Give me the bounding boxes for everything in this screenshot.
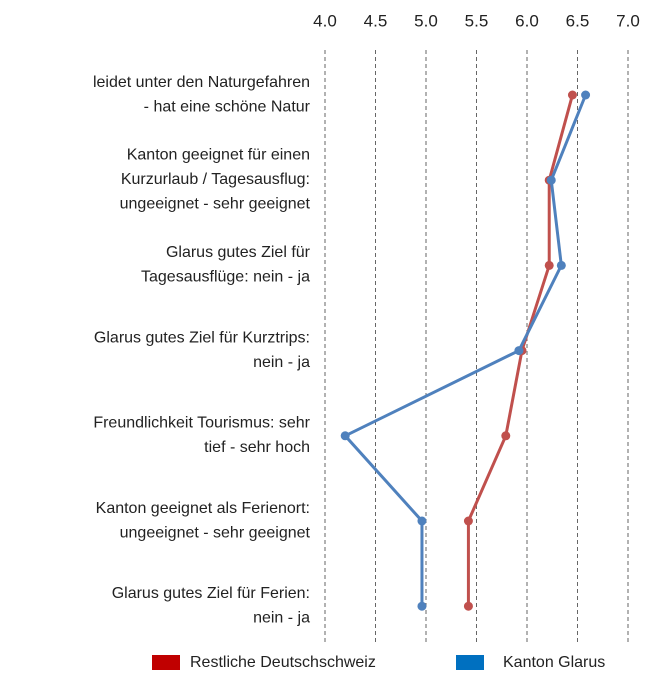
category-line: Glarus gutes Ziel für Kurztrips: — [94, 330, 310, 347]
x-tick-label: 6.5 — [566, 11, 590, 30]
category-line: nein - ja — [253, 354, 310, 371]
category-label: Glarus gutes Ziel für Kurztrips: nein - j… — [94, 330, 310, 372]
category-label: Glarus gutes Ziel für Ferien: nein - ja — [112, 585, 310, 627]
category-line: tief - sehr hoch — [204, 439, 310, 456]
category-line: Glarus gutes Ziel für — [166, 244, 311, 261]
point — [581, 90, 591, 100]
category-label: Glarus gutes Ziel für Tagesausflüge: nein… — [141, 244, 311, 286]
category-line: ungeeignet - sehr geeignet — [120, 524, 311, 541]
point — [544, 260, 554, 270]
category-label: Freundlichkeit Tourismus: sehr tief - seh… — [93, 415, 310, 457]
point — [340, 431, 350, 441]
legend-label: Kanton Glarus — [503, 654, 605, 671]
point — [556, 260, 566, 270]
category-line: - hat eine schöne Natur — [144, 98, 311, 115]
point — [546, 175, 556, 185]
x-tick-label: 4.5 — [364, 11, 388, 30]
point — [417, 516, 427, 526]
point — [501, 431, 511, 441]
legend-swatch — [456, 655, 484, 670]
point — [567, 90, 577, 100]
category-line: Kurzurlaub / Tagesausflug: — [121, 171, 310, 188]
legend-swatch — [152, 655, 180, 670]
category-line: Freundlichkeit Tourismus: sehr — [93, 415, 310, 432]
x-tick-label: 4.0 — [313, 11, 337, 30]
x-tick-label: 7.0 — [616, 11, 640, 30]
category-line: Kanton geeignet für einen — [127, 147, 310, 164]
category-label: Kanton geeignet für einen Kurzurlaub / Ta… — [120, 147, 311, 213]
x-tick-label: 5.5 — [465, 11, 489, 30]
point — [514, 346, 524, 356]
point — [463, 601, 473, 611]
point — [463, 516, 473, 526]
legend-label: Restliche Deutschschweiz — [190, 654, 376, 671]
category-label: leidet unter den Naturgefahren - hat eine… — [93, 74, 311, 116]
x-tick-label: 5.0 — [414, 11, 438, 30]
category-line: leidet unter den Naturgefahren — [93, 74, 310, 91]
category-label: Kanton geeignet als Ferienort: ungeeignet… — [96, 500, 311, 542]
x-tick-label: 6.0 — [515, 11, 539, 30]
series-line — [342, 94, 587, 607]
category-line: Glarus gutes Ziel für Ferien: — [112, 585, 310, 602]
category-line: ungeeignet - sehr geeignet — [120, 196, 311, 213]
point — [417, 601, 427, 611]
category-line: Tagesausflüge: nein - ja — [141, 269, 310, 286]
category-line: Kanton geeignet als Ferienort: — [96, 500, 310, 517]
category-line: nein - ja — [253, 610, 310, 627]
